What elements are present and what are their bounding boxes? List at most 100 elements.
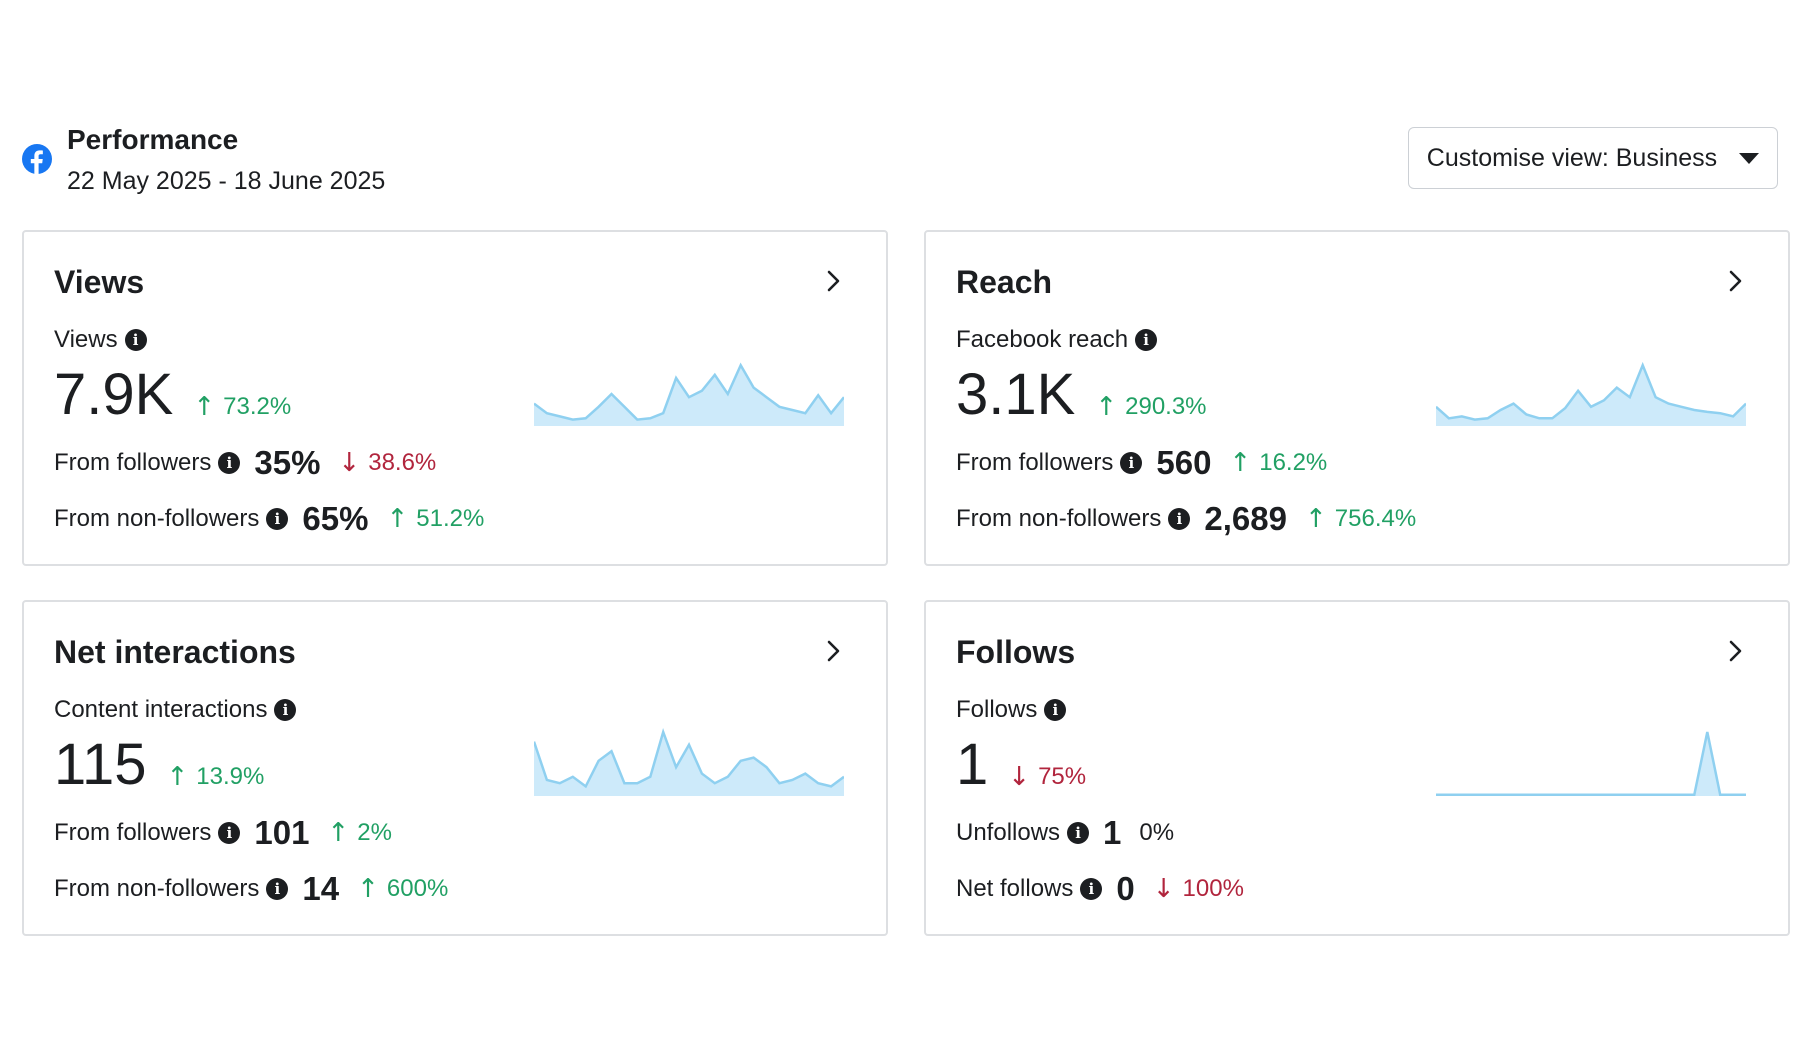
card-title: Views: [54, 264, 145, 300]
breakdown-row: Net follows i 0 ↓ 100%: [956, 872, 1244, 906]
breakdown-row: From non-followers i 14 ↑ 600%: [54, 872, 448, 906]
info-icon[interactable]: i: [266, 878, 289, 900]
breakdown-change-text: 38.6%: [368, 449, 437, 476]
change-arrow-icon: ↑: [1095, 392, 1118, 422]
metric-change: ↑ 13.9%: [166, 762, 264, 792]
breakdown-change-text: 756.4%: [1334, 505, 1417, 532]
breakdown-value: 2,689: [1204, 500, 1287, 537]
customise-view-dropdown[interactable]: Customise view: Business: [1408, 127, 1778, 189]
breakdown-change: ↑ 16.2%: [1229, 448, 1327, 478]
breakdown-label: From non-followers: [54, 505, 260, 532]
reach-card[interactable]: Reach Facebook reach i 3.1K ↑ 290.3% Fro…: [924, 230, 1790, 566]
sparkline-chart: [1436, 731, 1746, 796]
info-icon[interactable]: i: [1044, 699, 1067, 721]
sparkline-line: [534, 362, 844, 421]
breakdown-row: From non-followers i 65% ↑ 51.2%: [54, 502, 484, 536]
breakdown-change-text: 51.2%: [416, 505, 485, 532]
info-icon[interactable]: i: [1135, 329, 1158, 351]
page-title: Performance: [67, 124, 239, 155]
change-arrow-icon: ↑: [386, 504, 409, 534]
breakdown-row: From followers i 560 ↑ 16.2%: [956, 446, 1327, 480]
metric-change: ↑ 73.2%: [193, 392, 291, 422]
breakdown-value: 1: [1103, 814, 1122, 851]
metric-label: Content interactions i: [54, 694, 297, 726]
info-icon[interactable]: i: [1168, 508, 1191, 530]
info-icon[interactable]: i: [274, 699, 297, 721]
breakdown-change: 0%: [1139, 818, 1174, 848]
breakdown-row: From followers i 101 ↑ 2%: [54, 816, 392, 850]
facebook-icon: [22, 144, 52, 174]
card-title: Follows: [956, 634, 1076, 670]
metric-label-text: Follows: [956, 696, 1038, 723]
breakdown-label: From non-followers: [956, 505, 1162, 532]
breakdown-value: 65%: [302, 500, 369, 537]
info-icon[interactable]: i: [218, 452, 241, 474]
breakdown-value: 560: [1156, 444, 1212, 481]
breakdown-change: ↑ 756.4%: [1305, 504, 1416, 534]
breakdown-label: Unfollows: [956, 819, 1061, 846]
change-arrow-icon: ↑: [166, 762, 189, 792]
metric-value-row: 115 ↑ 13.9%: [54, 732, 264, 798]
change-arrow-icon: ↓: [338, 448, 361, 478]
info-icon[interactable]: i: [218, 822, 241, 844]
chevron-right-icon[interactable]: [1722, 638, 1748, 664]
info-icon[interactable]: i: [1120, 452, 1143, 474]
follows-card[interactable]: Follows Follows i 1 ↓ 75% Unfollows i 1 …: [924, 600, 1790, 936]
breakdown-change: ↑ 51.2%: [386, 504, 484, 534]
info-icon[interactable]: i: [1080, 878, 1103, 900]
change-arrow-icon: ↑: [193, 392, 216, 422]
metric-change-text: 13.9%: [196, 763, 265, 790]
breakdown-value: 35%: [254, 444, 321, 481]
metric-value-row: 3.1K ↑ 290.3%: [956, 362, 1207, 428]
chevron-right-icon[interactable]: [820, 638, 846, 664]
breakdown-label: From followers: [956, 449, 1114, 476]
breakdown-change: ↑ 2%: [327, 818, 391, 848]
change-arrow-icon: ↓: [1008, 762, 1031, 792]
sparkline-line: [1436, 361, 1746, 421]
breakdown-label: From followers: [54, 449, 212, 476]
breakdown-change-text: 100%: [1182, 875, 1244, 902]
breakdown-label: Net follows: [956, 875, 1074, 902]
breakdown-change-text: 16.2%: [1259, 449, 1328, 476]
breakdown-row: Unfollows i 1 0%: [956, 816, 1174, 850]
chevron-right-icon[interactable]: [820, 268, 846, 294]
metric-label-text: Facebook reach: [956, 326, 1129, 353]
change-arrow-icon: ↑: [327, 818, 350, 848]
net-interactions-card[interactable]: Net interactions Content interactions i …: [22, 600, 888, 936]
breakdown-change: ↓ 38.6%: [338, 448, 436, 478]
metric-value-row: 7.9K ↑ 73.2%: [54, 362, 291, 428]
sparkline-area: [534, 365, 844, 426]
breakdown-change-text: 0%: [1139, 819, 1175, 846]
info-icon[interactable]: i: [124, 329, 147, 351]
change-arrow-icon: ↑: [1305, 504, 1327, 534]
metric-change-text: 73.2%: [223, 393, 292, 420]
metric-value: 3.1K: [956, 362, 1076, 427]
info-icon[interactable]: i: [266, 508, 289, 530]
breakdown-change-text: 2%: [357, 819, 392, 846]
info-icon[interactable]: i: [1067, 822, 1090, 844]
card-title: Reach: [956, 264, 1053, 300]
sparkline-chart: [1436, 361, 1746, 426]
sparkline-area: [1436, 365, 1746, 426]
sparkline-line: [1436, 731, 1746, 796]
sparkline-area: [534, 732, 844, 796]
metric-value: 1: [956, 732, 989, 797]
views-card[interactable]: Views Views i 7.9K ↑ 73.2% From follower…: [22, 230, 888, 566]
metric-value: 115: [54, 732, 147, 797]
breakdown-change: ↓ 100%: [1153, 874, 1244, 904]
change-arrow-icon: ↑: [1229, 448, 1252, 478]
customise-view-label: Customise view: Business: [1426, 143, 1718, 172]
breakdown-change: ↑ 600%: [357, 874, 448, 904]
metric-label: Views i: [54, 324, 147, 356]
metric-label: Facebook reach i: [956, 324, 1158, 356]
chevron-right-icon[interactable]: [1722, 268, 1748, 294]
page-header: Performance 22 May 2025 - 18 June 2025 C…: [22, 122, 1778, 195]
metric-change: ↑ 290.3%: [1095, 392, 1206, 422]
breakdown-row: From followers i 35% ↓ 38.6%: [54, 446, 436, 480]
metric-value-row: 1 ↓ 75%: [956, 732, 1086, 798]
date-range: 22 May 2025 - 18 June 2025: [67, 167, 386, 195]
metric-label-text: Views: [54, 326, 118, 353]
breakdown-row: From non-followers i 2,689 ↑ 756.4%: [956, 502, 1416, 536]
metric-change-text: 75%: [1038, 763, 1087, 790]
breakdown-value: 101: [254, 814, 310, 851]
